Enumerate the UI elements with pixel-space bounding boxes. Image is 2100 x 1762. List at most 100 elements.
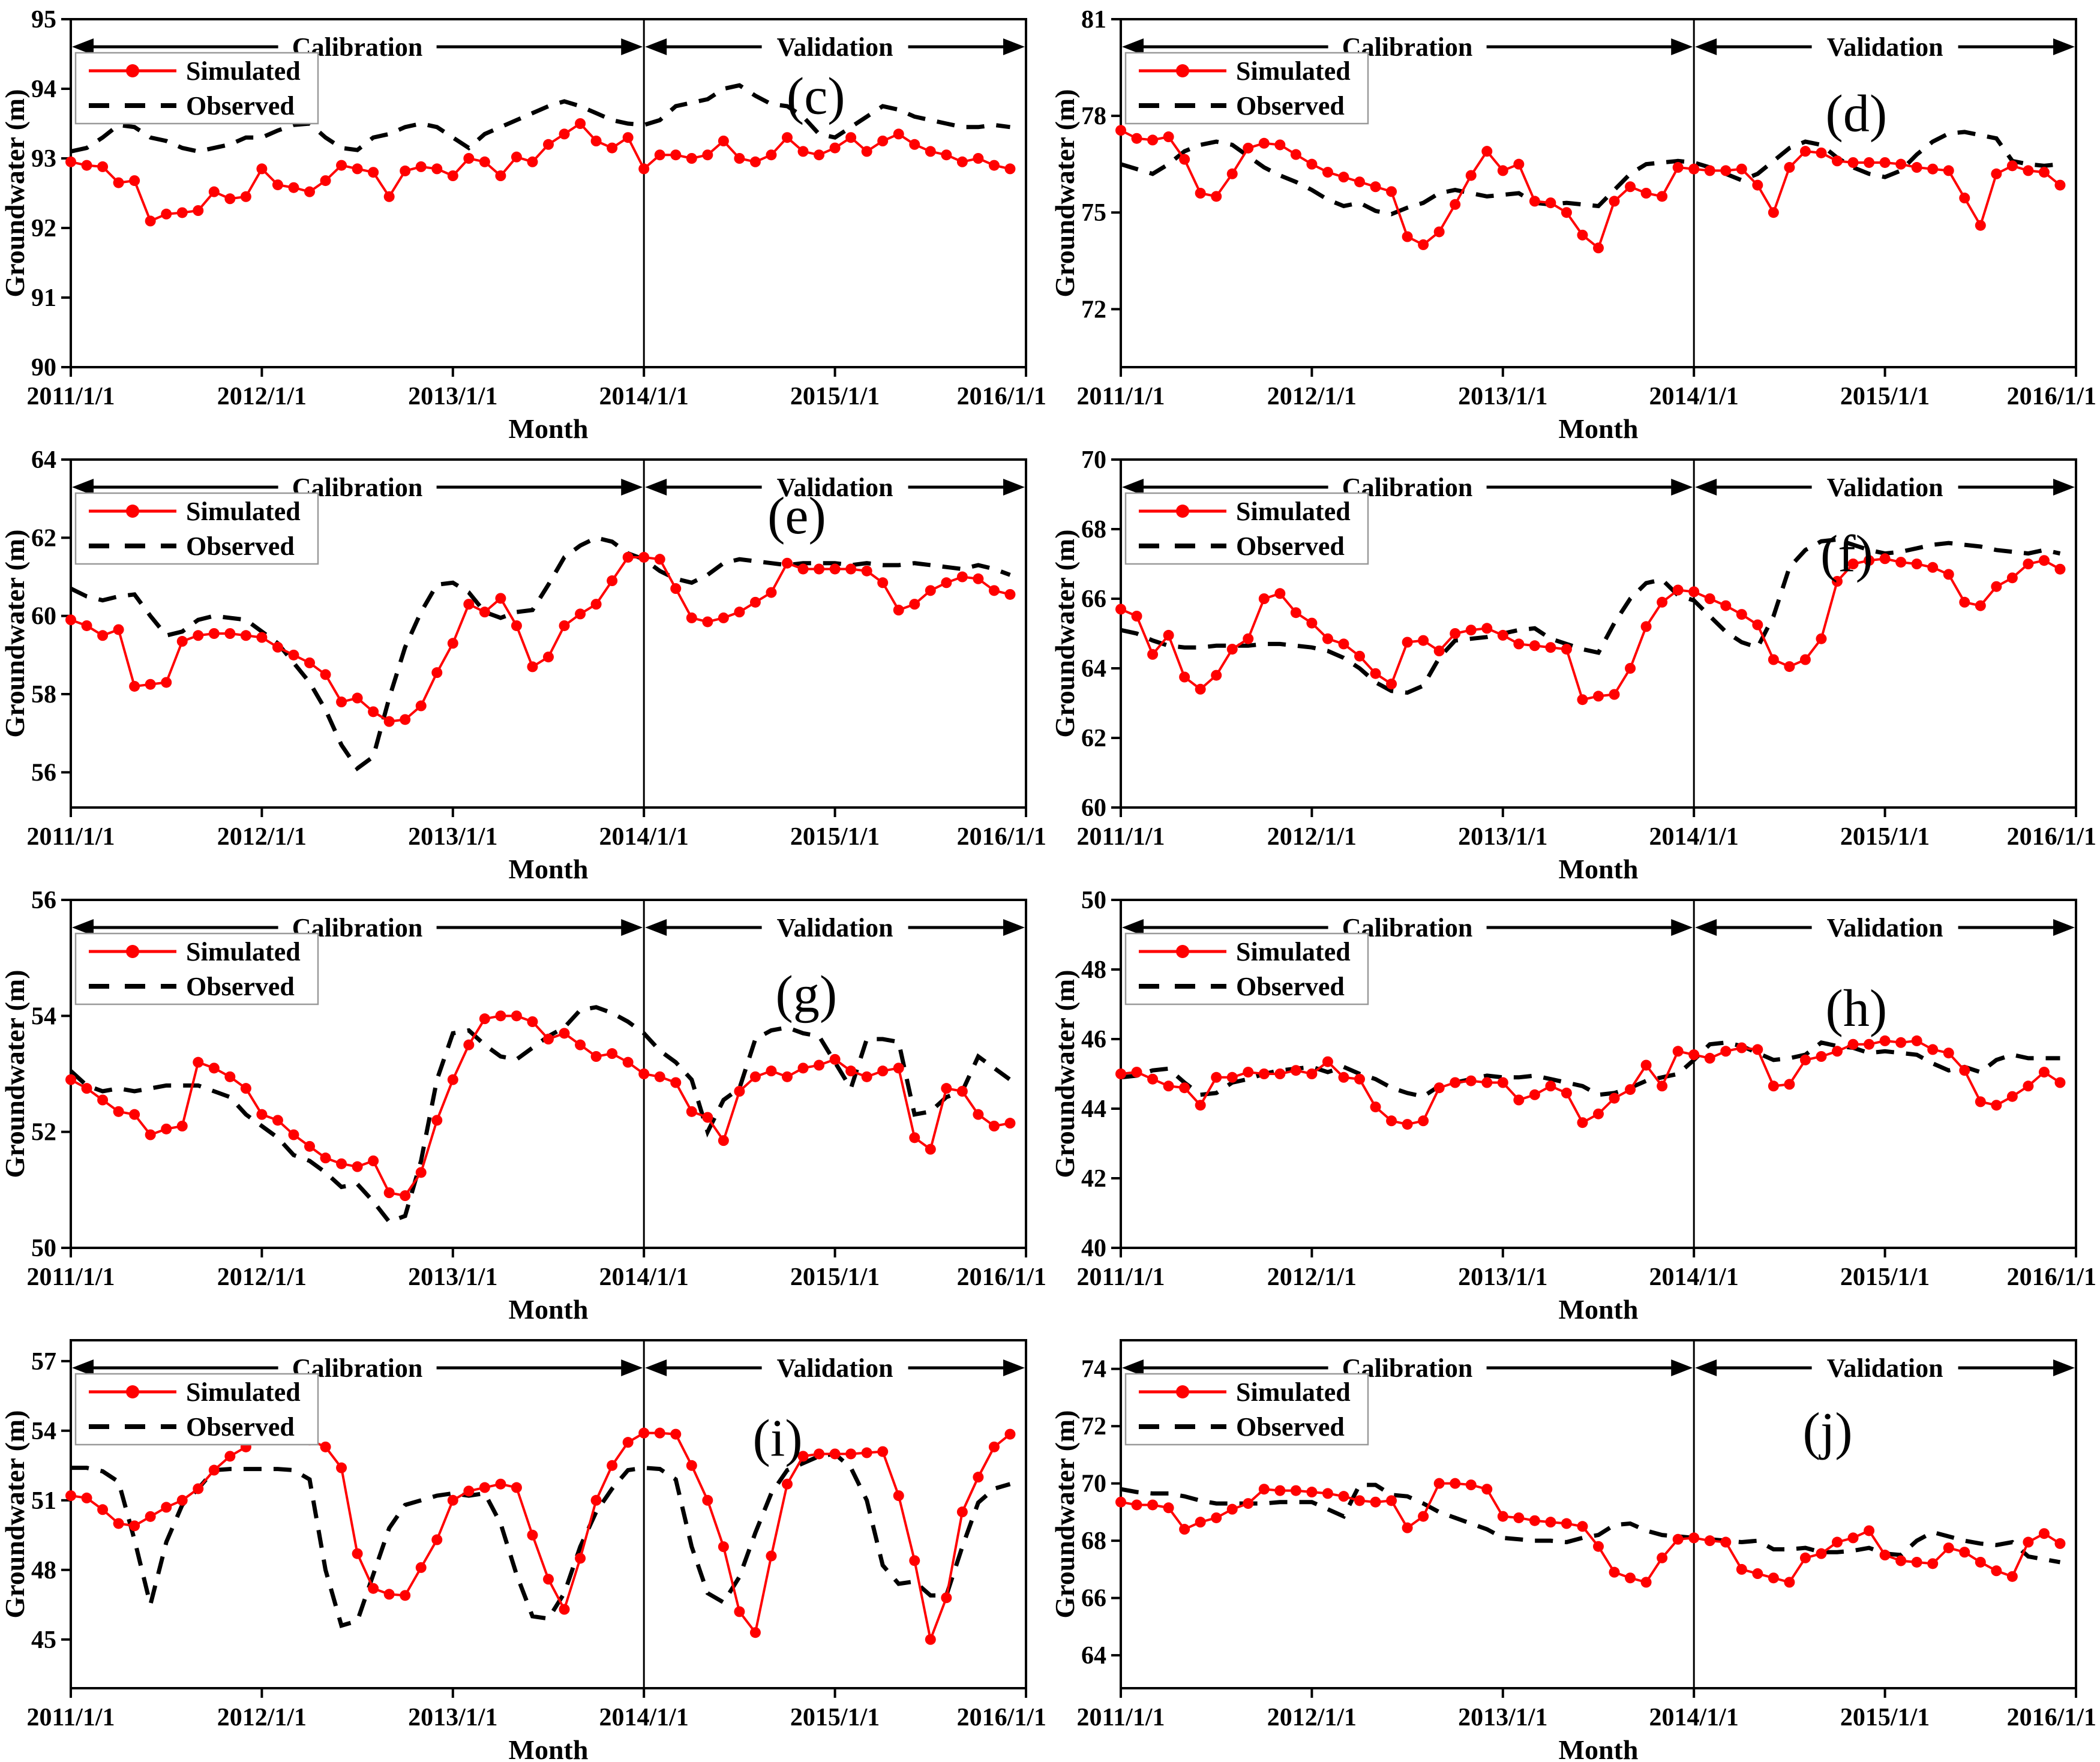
panel-letter: (d) <box>1826 85 1888 143</box>
panel-letter: (f) <box>1820 526 1873 584</box>
simulated-marker <box>2023 1536 2034 1548</box>
validation-right-arrowhead-icon <box>1003 919 1025 936</box>
simulated-marker <box>1115 125 1126 136</box>
chart-panel-d: 72 75 78 81 2011/1/1 2012/1/1 2013/1/1 2014/1/1… <box>1050 0 2100 440</box>
simulated-marker <box>65 614 76 626</box>
simulated-marker <box>543 1034 554 1044</box>
simulated-marker <box>1943 1047 1954 1059</box>
simulated-marker <box>1640 1059 1652 1071</box>
simulated-marker <box>1274 1068 1286 1079</box>
x-tick-label: 2015/1/1 <box>1840 1263 1930 1291</box>
x-tick-label: 2014/1/1 <box>1649 823 1739 851</box>
simulated-marker <box>1004 163 1016 175</box>
simulated-marker <box>336 697 347 708</box>
simulated-marker <box>352 163 363 175</box>
simulated-marker <box>224 193 236 205</box>
simulated-marker <box>1354 1073 1365 1085</box>
calibration-left-arrowhead-icon <box>1122 479 1144 496</box>
simulated-marker <box>1975 220 1986 231</box>
y-tick-label: 75 <box>1081 199 1106 227</box>
simulated-marker <box>1879 157 1891 168</box>
simulated-marker <box>511 151 522 163</box>
simulated-marker <box>479 156 490 167</box>
simulated-marker <box>1338 1491 1349 1502</box>
x-tick-label: 2013/1/1 <box>1458 823 1547 851</box>
x-tick-label: 2012/1/1 <box>1267 823 1357 851</box>
simulated-marker <box>893 1062 904 1074</box>
simulated-marker <box>1274 139 1286 151</box>
simulated-marker <box>766 1065 777 1077</box>
simulated-marker <box>1338 638 1349 650</box>
simulated-marker <box>288 182 299 193</box>
calibration-left-arrowhead-icon <box>1122 919 1144 936</box>
calibration-left-arrowhead-icon <box>72 1359 94 1376</box>
simulated-marker <box>97 630 109 641</box>
simulated-marker <box>336 1462 347 1473</box>
simulated-marker <box>861 1447 872 1458</box>
simulated-marker <box>145 215 156 227</box>
simulated-marker <box>2038 167 2050 178</box>
simulated-marker <box>1226 1503 1238 1515</box>
legend-simulated-label: Simulated <box>1236 937 1351 966</box>
simulated-marker <box>1911 162 1922 173</box>
chart-panel-i: 45 48 51 54 57 2011/1/1 2012/1/1 2013/1/1 2014/1… <box>0 1321 1050 1761</box>
legend-simulated-label: Simulated <box>186 56 301 86</box>
observed-line <box>1120 537 2061 695</box>
y-tick-label: 81 <box>1081 6 1106 34</box>
simulated-marker <box>208 1062 220 1074</box>
legend-box <box>1124 52 1369 125</box>
simulated-marker <box>1784 1079 1795 1090</box>
legend-simulated-marker-icon <box>126 64 139 77</box>
simulated-marker <box>1704 593 1715 604</box>
simulated-marker <box>1163 131 1174 143</box>
x-tick-label: 2011/1/1 <box>1076 823 1165 851</box>
simulated-marker <box>1816 1051 1827 1062</box>
simulated-marker <box>607 575 618 587</box>
simulated-marker <box>1625 663 1636 674</box>
simulated-marker <box>1004 589 1016 600</box>
y-tick-label: 54 <box>31 1418 56 1445</box>
simulated-marker <box>845 1065 857 1077</box>
simulated-marker <box>1864 157 1875 168</box>
simulated-marker <box>718 612 729 623</box>
simulated-marker <box>1545 1080 1556 1092</box>
simulated-marker <box>2006 160 2018 172</box>
simulated-marker <box>1258 1484 1270 1495</box>
simulated-marker <box>909 139 920 150</box>
simulated-marker <box>65 156 76 167</box>
x-tick-label: 2012/1/1 <box>217 383 307 410</box>
y-axis-title: Groundwater (m) <box>0 969 30 1178</box>
simulated-marker <box>925 146 936 157</box>
legend-box <box>1124 932 1369 1005</box>
simulated-marker <box>113 177 124 188</box>
x-tick-label: 2015/1/1 <box>1840 383 1930 410</box>
simulated-marker <box>1226 1071 1238 1083</box>
simulated-marker <box>1115 604 1126 615</box>
simulated-marker <box>1433 1082 1445 1094</box>
simulated-marker <box>463 153 475 164</box>
simulated-marker <box>1115 1068 1126 1079</box>
y-tick-label: 60 <box>31 603 56 631</box>
simulated-marker <box>1465 1479 1477 1491</box>
calibration-right-arrowhead-icon <box>621 919 643 936</box>
simulated-marker <box>1959 1547 1970 1558</box>
calibration-left-arrowhead-icon <box>72 38 94 55</box>
simulated-marker <box>1211 670 1222 681</box>
simulated-marker <box>1370 181 1381 193</box>
x-axis-title: Month <box>1559 1294 1639 1321</box>
simulated-marker <box>208 186 220 197</box>
simulated-marker <box>415 700 427 712</box>
simulated-marker <box>288 649 299 661</box>
calibration-right-arrowhead-icon <box>621 479 643 496</box>
simulated-marker <box>1577 694 1588 706</box>
chart-svg-e: 56 58 60 62 64 2011/1/1 2012/1/1 2013/1/1 2014/1… <box>0 446 1046 881</box>
simulated-marker <box>1243 142 1254 154</box>
validation-left-arrowhead-icon <box>1695 479 1717 496</box>
y-tick-label: 94 <box>31 76 56 103</box>
simulated-marker <box>65 1074 76 1085</box>
x-axis-title: Month <box>1559 413 1639 440</box>
x-tick-label: 2013/1/1 <box>408 823 497 851</box>
validation-right-arrowhead-icon <box>2053 38 2075 55</box>
simulated-marker <box>1752 1568 1763 1580</box>
simulated-marker <box>1577 229 1588 241</box>
